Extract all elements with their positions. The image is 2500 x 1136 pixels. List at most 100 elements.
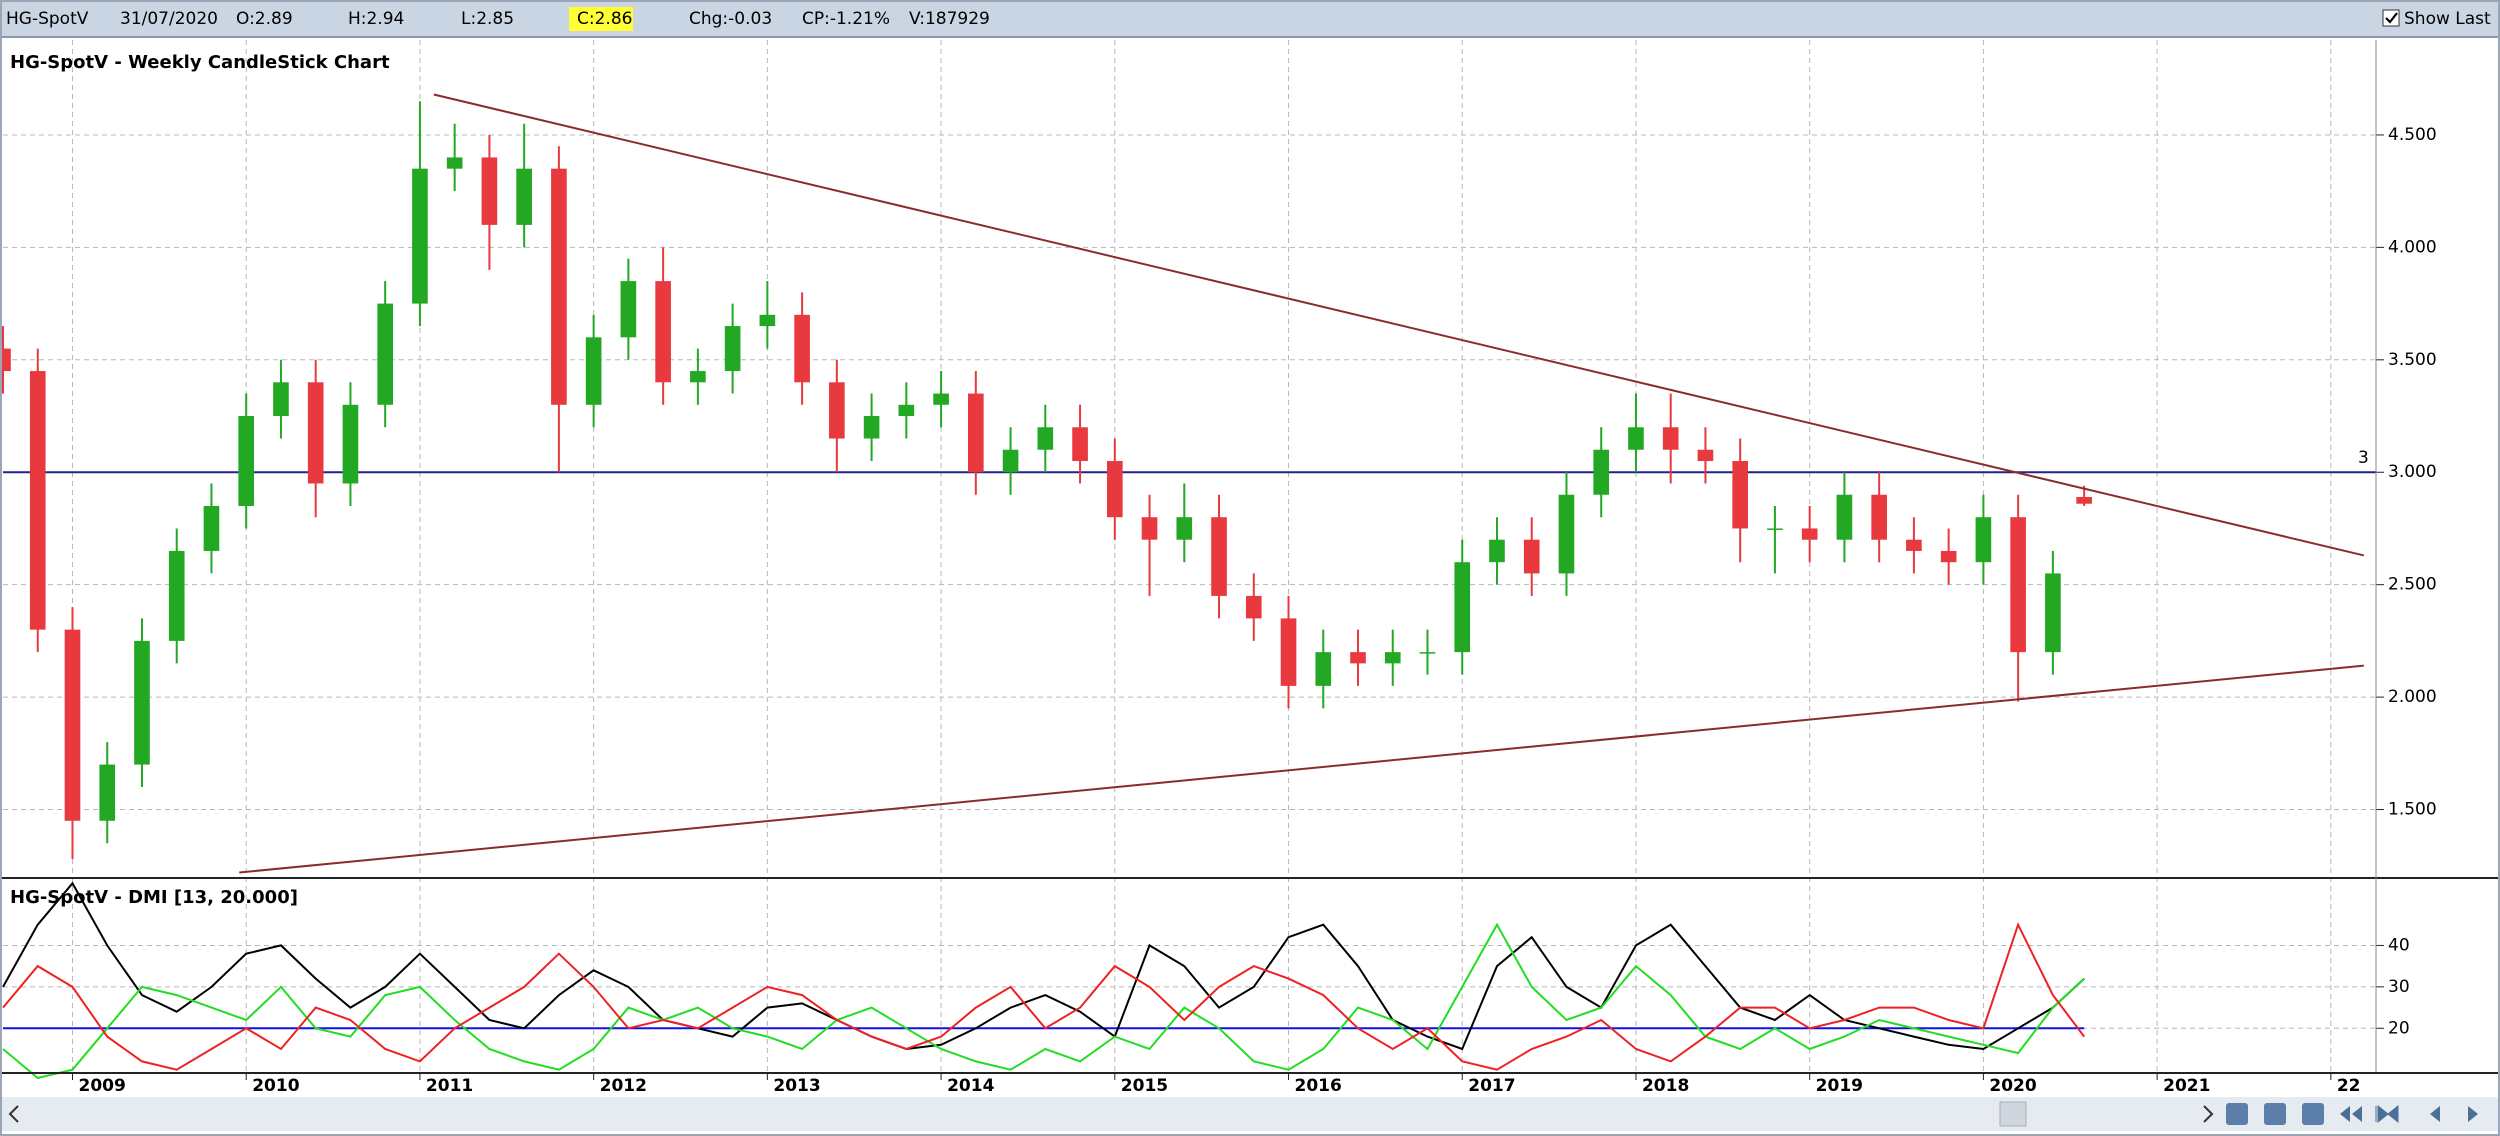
candle-body	[1558, 494, 1575, 574]
candle-body	[655, 281, 671, 383]
candle-body	[134, 640, 150, 765]
x-tick-label: 2012	[600, 1076, 647, 1096]
candle-body	[516, 168, 532, 225]
x-tick-label: 2020	[1989, 1076, 2036, 1096]
x-tick-label: 2010	[252, 1076, 299, 1096]
trendline	[433, 93, 2365, 557]
x-tick-label: 2016	[1295, 1076, 1342, 1096]
panel-title: HG-SpotV - Weekly CandleStick Chart	[10, 52, 390, 73]
high: H:2.94	[348, 9, 404, 29]
candle-body	[724, 326, 741, 372]
candle-body	[2076, 496, 2092, 504]
dmi-line	[2, 922, 2085, 1080]
rewind-button[interactable]	[2340, 1106, 2362, 1122]
candle-body	[446, 157, 463, 169]
x-tick-label: 2018	[1642, 1076, 1689, 1096]
date: 31/07/2020	[120, 9, 218, 29]
candle-body	[968, 393, 984, 473]
trendline	[239, 664, 2364, 874]
candle-body	[1975, 517, 1992, 563]
x-tick-label: 2021	[2163, 1076, 2210, 1096]
candle-body	[1732, 461, 1749, 529]
candle-body	[1280, 618, 1297, 686]
candle-body	[620, 281, 637, 338]
scroll-left[interactable]	[8, 1105, 19, 1123]
y-tick-label: 1.500	[2388, 800, 2437, 820]
candle-body	[1662, 427, 1679, 450]
scroll-right[interactable]	[2203, 1105, 2214, 1123]
change-pct: CP:-1.21%	[802, 9, 890, 29]
candle-body	[377, 303, 393, 405]
y-tick-label: 4.500	[2388, 125, 2437, 145]
tool-icon[interactable]	[2302, 1103, 2324, 1125]
candle-body	[1801, 528, 1818, 540]
candle-body	[1628, 427, 1644, 450]
candle-body	[342, 404, 359, 484]
x-tick-label: 2013	[773, 1076, 820, 1096]
open: O:2.89	[236, 9, 293, 29]
x-tick-label: 2014	[947, 1076, 994, 1096]
x-tick-label: 2019	[1816, 1076, 1863, 1096]
candle-body	[1315, 652, 1332, 686]
candle-body	[690, 371, 706, 383]
candle-body	[759, 314, 776, 327]
candle-body	[794, 314, 810, 383]
x-tick-label: 2015	[1121, 1076, 1168, 1096]
candle-body	[1141, 517, 1158, 540]
candle-body	[1384, 652, 1401, 664]
candle-body	[585, 337, 602, 405]
candle-body	[203, 505, 220, 551]
checkmark	[2385, 12, 2398, 24]
candle-body	[551, 168, 567, 405]
candle-body	[1037, 427, 1054, 450]
candle-body	[0, 348, 11, 372]
tool-icon[interactable]	[2226, 1103, 2248, 1125]
y-tick-label: 30	[2388, 977, 2410, 997]
step-back-button[interactable]	[2430, 1106, 2440, 1122]
candle-body	[412, 168, 428, 304]
volume: V:187929	[909, 9, 990, 29]
candle-body	[1072, 427, 1088, 461]
candle-body	[481, 157, 498, 225]
candle-body	[1350, 652, 1366, 664]
candle-body	[1106, 461, 1123, 518]
x-tick-label: 2011	[426, 1076, 473, 1096]
y-tick-label: 20	[2388, 1018, 2410, 1038]
fit-button[interactable]	[2375, 1104, 2399, 1124]
candle-body	[1593, 449, 1610, 495]
show-last-label[interactable]: Show Last	[2404, 9, 2491, 29]
candle-body	[898, 404, 915, 417]
symbol: HG-SpotV	[6, 9, 89, 29]
candle-body	[1836, 494, 1853, 540]
dmi-line	[2, 922, 2085, 1071]
candle-body	[29, 371, 46, 630]
candle-body	[64, 629, 81, 821]
candle-body	[238, 416, 255, 506]
plot-area: 2009 2010 2011 2012 2013 2014 2015 2016 2017 2018…	[0, 40, 2437, 1096]
scrollbar	[0, 1097, 2500, 1131]
candle-body	[1523, 539, 1540, 574]
candle-body	[307, 382, 324, 484]
candle-body	[1002, 449, 1019, 473]
scroll-thumb[interactable]	[1999, 1101, 2027, 1127]
candle-body	[1767, 528, 1783, 530]
y-tick-label: 2.000	[2388, 687, 2437, 707]
y-tick-label: 3.500	[2388, 350, 2437, 370]
show-last-checkbox[interactable]	[2382, 9, 2400, 27]
candle-body	[1906, 539, 1922, 551]
close: C:2.86	[577, 9, 632, 29]
y-tick-label: 3.000	[2388, 462, 2437, 482]
toolbar	[0, 0, 2500, 37]
candle-body	[1419, 652, 1436, 654]
candle-body	[1211, 517, 1227, 596]
candle-body	[99, 764, 116, 821]
change: Chg:-0.03	[689, 9, 772, 29]
candle-body	[1697, 449, 1714, 461]
candle-body	[2045, 573, 2061, 653]
step-forward-button[interactable]	[2468, 1106, 2478, 1122]
x-tick-label: 22	[2337, 1076, 2361, 1096]
tool-icon[interactable]	[2264, 1103, 2286, 1125]
candle-body	[1176, 517, 1193, 540]
